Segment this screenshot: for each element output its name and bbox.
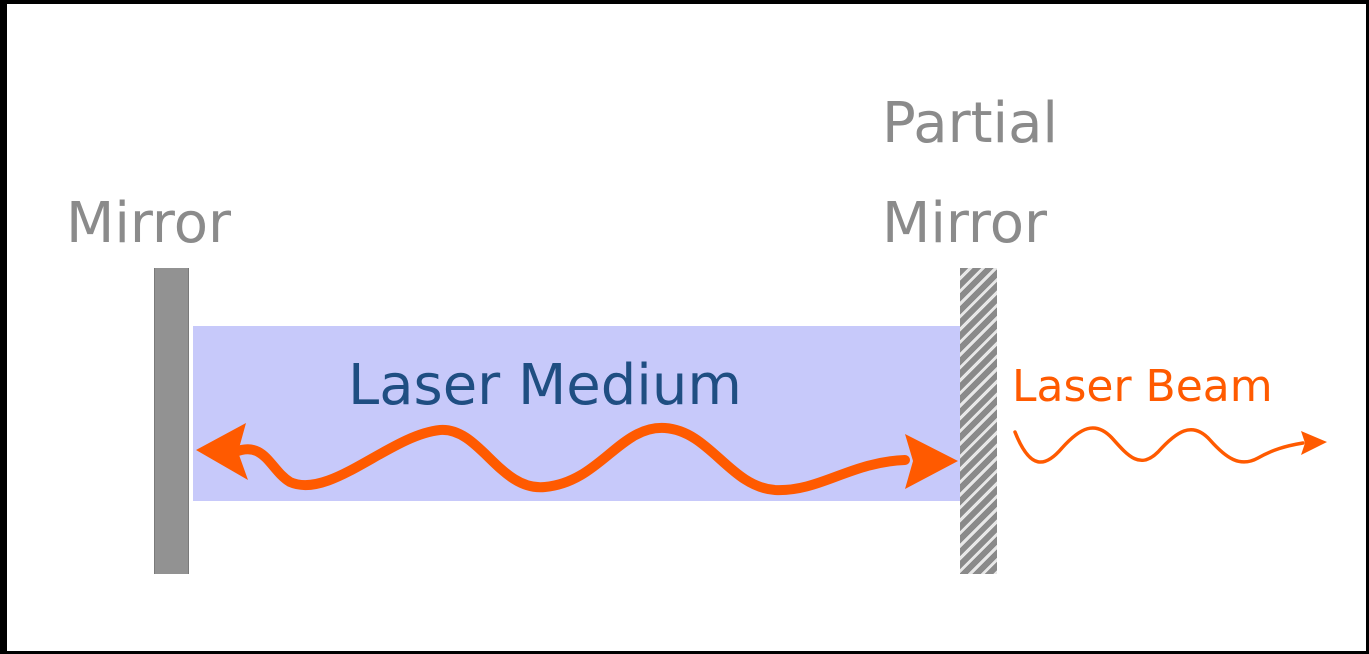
- laser-medium-label: Laser Medium: [348, 353, 742, 418]
- partial-mirror: [960, 268, 997, 574]
- full-mirror: [154, 268, 189, 574]
- output-wave-arrow-icon: [1013, 426, 1327, 464]
- beam-arrowhead: [1301, 431, 1327, 455]
- internal-wave-arrow-icon: [196, 422, 958, 496]
- right-arrowhead: [905, 434, 958, 489]
- laser-medium-region: [193, 326, 960, 501]
- laser-beam-label: Laser Beam: [1012, 361, 1273, 412]
- partial-mirror-label-line1: Partial: [882, 91, 1058, 156]
- left-arrowhead: [196, 423, 248, 480]
- mirror-label: Mirror: [66, 191, 231, 256]
- partial-mirror-label-line2: Mirror: [882, 191, 1047, 256]
